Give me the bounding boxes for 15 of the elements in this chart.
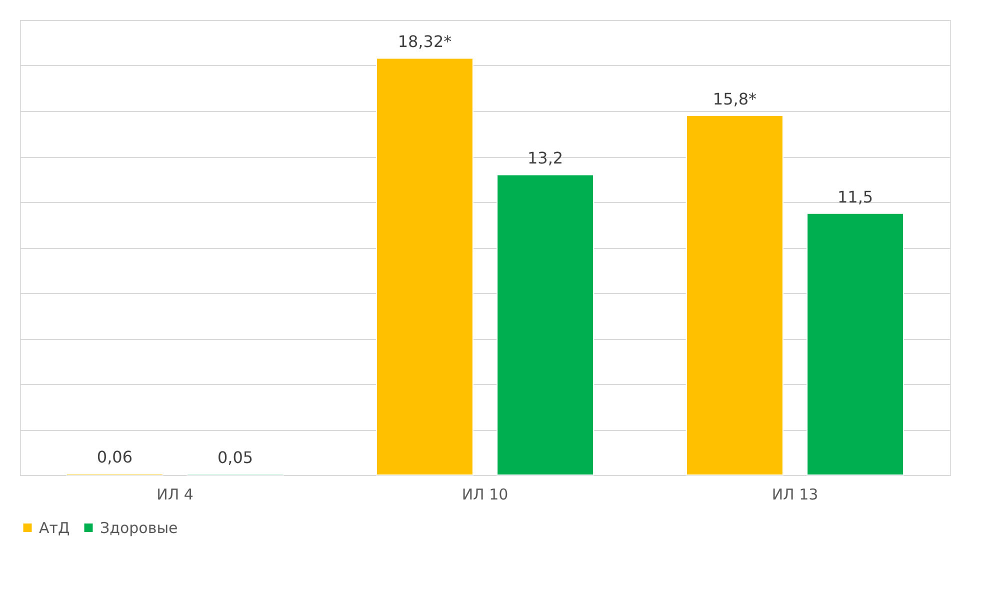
bar xyxy=(686,115,784,476)
data-label: 0,05 xyxy=(217,448,254,467)
bar xyxy=(496,174,594,476)
bar xyxy=(806,212,904,476)
data-label: 13,2 xyxy=(527,148,564,168)
bar xyxy=(376,58,474,476)
data-label: 0,06 xyxy=(96,448,133,467)
data-label: 15,8* xyxy=(712,90,757,109)
legend-label: АтД xyxy=(39,518,70,537)
data-label: 18,32* xyxy=(398,32,452,52)
x-tick-label: ИЛ 13 xyxy=(772,486,818,504)
legend-label: Здоровые xyxy=(100,518,178,537)
x-tick-label: ИЛ 10 xyxy=(462,486,508,504)
data-label: 11,5 xyxy=(837,187,874,206)
x-tick-label: ИЛ 4 xyxy=(156,486,194,504)
